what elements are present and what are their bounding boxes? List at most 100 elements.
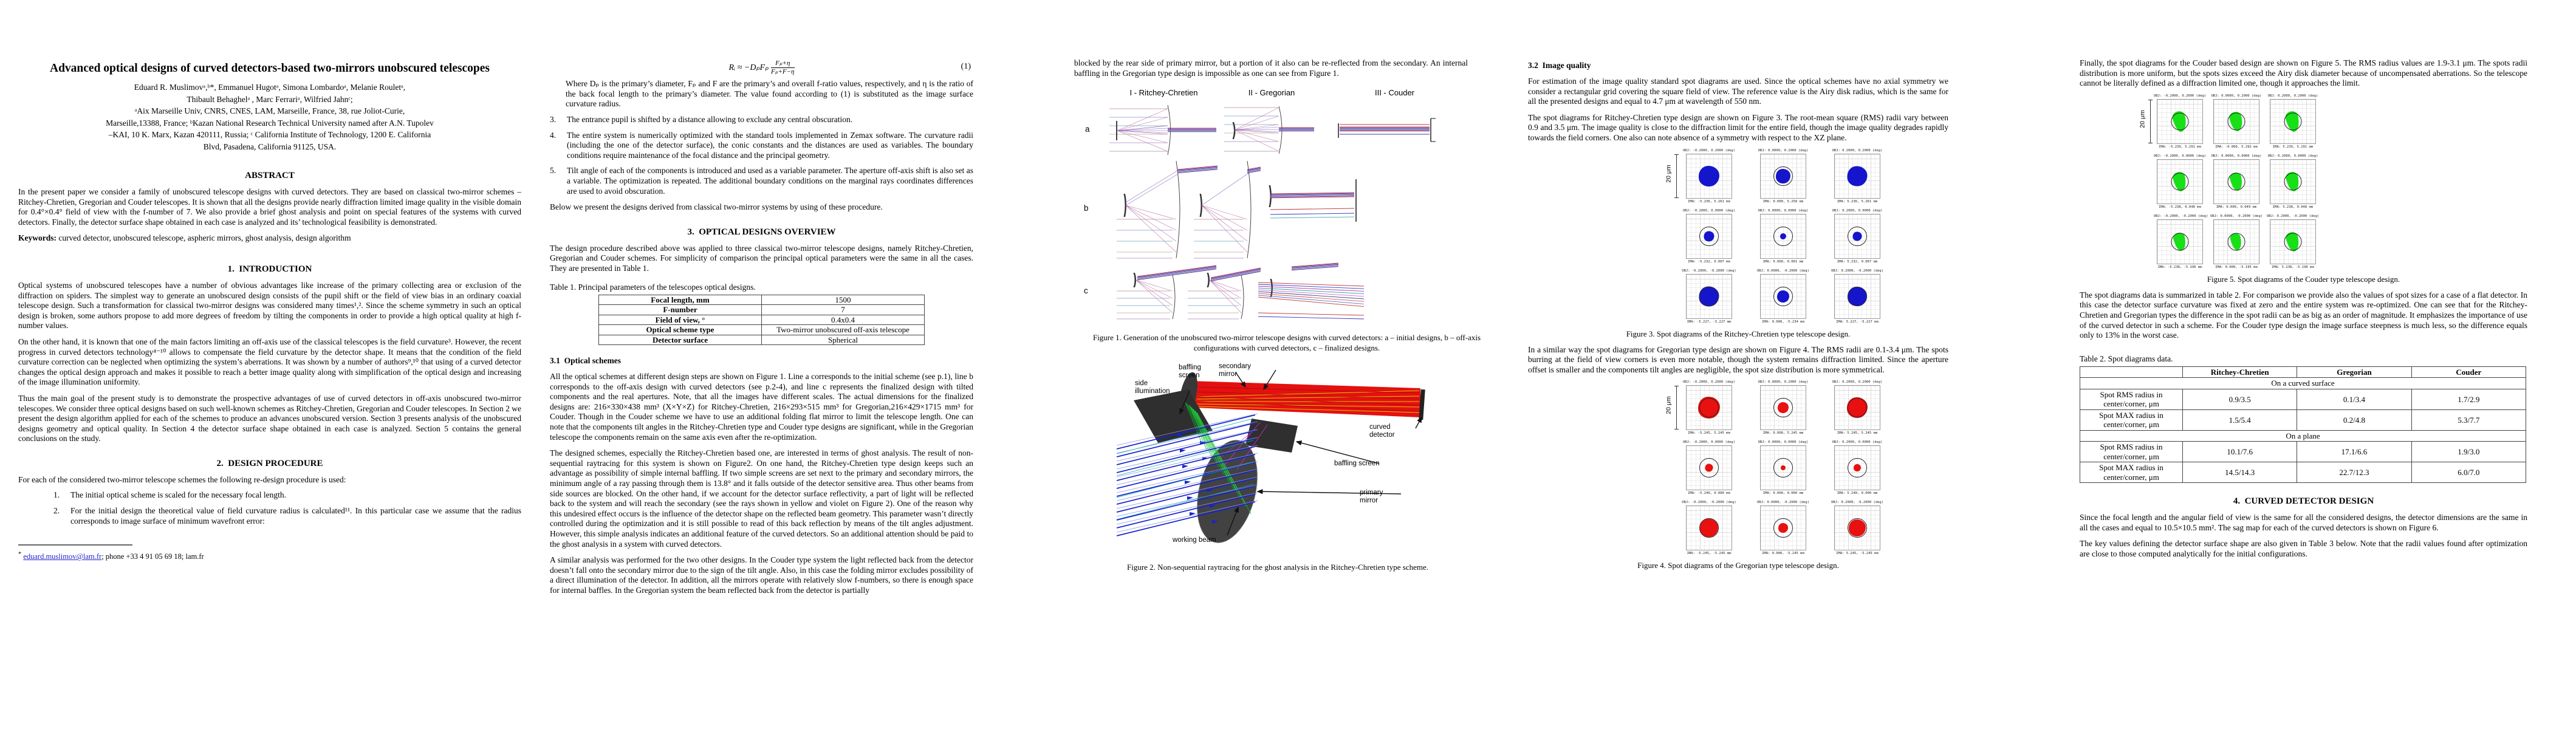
design-procedure-heading: 2. DESIGN PROCEDURE	[216, 458, 323, 468]
footnote-block: * eduard.muslimov@lam.fr; phone +33 4 91…	[18, 544, 521, 561]
paper-title: Advanced optical designs of curved detec…	[50, 62, 490, 75]
spot-obj-label: OBJ: 0.2000, -0.2000 (deg)	[1831, 269, 1884, 273]
figure1-row-label-b: b	[1084, 204, 1089, 213]
airy-disk-circle	[2284, 233, 2302, 251]
figure1-ray-diagram	[1194, 161, 1261, 259]
figure2-label-baffling-screen-1: baffling screen	[1179, 364, 1201, 380]
spot-diagram-row: OBJ: -0.2000, -0.2000 (deg) IMA: -5.245, …	[1680, 500, 1948, 556]
curved-detector-heading: 4. CURVED DETECTOR DESIGN	[2233, 496, 2374, 507]
design-step-item: 5. Tilt angle of each of the components i…	[550, 166, 973, 196]
spot-diagram-cell: OBJ: 0.2000, 0.2000 (deg) IMA: 5.239, 5.2…	[2267, 94, 2319, 149]
table-row: Spot RMS radius in center/corner, μm 10.…	[2080, 441, 2527, 463]
spot-obj-label: OBJ: 0.2000, -0.2000 (deg)	[2267, 214, 2320, 218]
overview-heading: 3. OPTICAL DESIGNS OVERVIEW	[687, 227, 836, 237]
figure1-ray-diagram	[1117, 161, 1218, 259]
page-4: 3.2 Image quality For estimation of the …	[1528, 0, 1948, 729]
spot-ima-label: IMA: -5.227, -5.227 mm	[1687, 320, 1732, 324]
airy-disk-circle	[1699, 286, 1719, 306]
airy-disk-circle	[2227, 112, 2245, 131]
spot-diagram-row: OBJ: -0.2000, 0.2000 (deg) IMA: -5.236, 5…	[1665, 148, 1948, 204]
spot-obj-label: OBJ: 0.2000, 0.2000 (deg)	[2267, 94, 2318, 98]
spot-ima-label: IMA: -5.245, -5.245 mm	[1687, 552, 1732, 556]
spot-diagram-row: OBJ: -0.2000, 0.2000 (deg) IMA: -5.239, 5…	[2139, 94, 2527, 149]
spot-diagram-cell: OBJ: -0.2000, -0.2000 (deg) IMA: -5.238, …	[2154, 214, 2208, 270]
spot-diagram-row: OBJ: -0.2000, 0.2000 (deg) IMA: -5.245, 5…	[1665, 380, 1948, 436]
spot-grid	[1760, 153, 1806, 199]
spot-grid	[1834, 505, 1880, 551]
table-span-row: On a plane	[2080, 430, 2526, 442]
spot-grid	[2157, 219, 2203, 264]
spot-diagram-cell: OBJ: 0.0000, 0.2000 (deg) IMA: -0.000, 5.…	[2210, 94, 2263, 149]
figure2-ghost-raytrace: baffling screen secondary mirror side il…	[1074, 363, 1499, 558]
scale-label: 20 μm	[2139, 110, 2146, 128]
curved-detector-paragraph-2: The key values defining the detector sur…	[2080, 539, 2527, 559]
spot-diagram-cell: OBJ: 0.0000, 0.2000 (deg) IMA: 0.000, 5.2…	[1754, 380, 1812, 436]
spot-grid	[1686, 445, 1732, 491]
figure2-label-primary-mirror: primary mirror	[1360, 489, 1383, 505]
spot-ima-label: IMA: 5.239, 5.291 mm	[2272, 145, 2314, 149]
table-row: Field of view, ° 0.4x0.4	[598, 314, 925, 326]
spot-grid	[1686, 273, 1732, 319]
spot-grid	[1686, 153, 1732, 199]
spot-diagram-row: OBJ: -0.2000, 0.0000 (deg) IMA: -5.240, 0…	[1680, 440, 1948, 496]
spot-diagram-cell: OBJ: 0.2000, -0.2000 (deg) IMA: 5.227, -5…	[1828, 269, 1886, 324]
page-1: Advanced optical designs of curved detec…	[18, 0, 521, 729]
spot-diagram-cell: OBJ: 0.0000, -0.2000 (deg) IMA: 0.000, -5…	[2210, 214, 2263, 270]
figure5-spot-diagrams-couder: OBJ: -0.2000, 0.2000 (deg) IMA: -5.239, 5…	[2139, 94, 2527, 270]
figure1-ray-diagram	[1109, 105, 1216, 156]
figure1-column-label: III - Couder	[1374, 88, 1415, 98]
table-row: Focal length, mm 1500	[598, 294, 925, 306]
spot-blob	[1847, 166, 1868, 187]
author-line: Eduard R. Muslimovᵃ,ᵇ*, Emmanuel Hugotᵃ,…	[134, 83, 406, 92]
spot-diagram-cell: OBJ: -0.2000, -0.2000 (deg) IMA: -5.227, …	[1680, 269, 1738, 324]
affiliation-line: Marseille,13388, France; ᵇKazan National…	[106, 118, 434, 128]
spot-ima-label: IMA: 0.000, -5.195 mm	[2215, 265, 2258, 269]
figure5-caption: Figure 5. Spot diagrams of the Couder ty…	[2207, 274, 2400, 284]
continuation-paragraph: blocked by the rear side of primary mirr…	[1074, 58, 1468, 78]
figure1-telescope-layouts: I - Ritchey-Chretien II - Gregorian III …	[1074, 87, 1499, 329]
table2: Ritchey-Chretien Gregorian Couder On a c…	[2080, 366, 2527, 484]
spot-ima-label: IMA: -5.238, -5.196 mm	[2157, 265, 2202, 269]
spot-ima-label: IMA: 5.227, -5.227 mm	[1836, 320, 1879, 324]
spot-ima-label: IMA: 5.238, 0.048 mm	[2272, 205, 2314, 209]
spot-grid	[1834, 153, 1880, 199]
spot-obj-label: OBJ: -0.2000, -0.2000 (deg)	[1682, 501, 1736, 505]
airy-disk-circle	[1699, 458, 1719, 478]
image-quality-paragraph-2: The spot diagrams for Ritchey-Chretien t…	[1528, 112, 1948, 142]
author-email-link[interactable]: eduard.muslimov@lam.fr	[23, 552, 102, 561]
spot-grid	[2157, 98, 2203, 144]
spot-diagram-cell: OBJ: 0.0000, 0.0000 (deg) IMA: 0.000, 0.0…	[2210, 154, 2263, 210]
schemes-paragraph-3: A similar analysis was performed for the…	[550, 555, 973, 595]
spot-obj-label: OBJ: 0.0000, -0.2000 (deg)	[2210, 214, 2263, 218]
spot-diagram-cell: OBJ: 0.2000, 0.0000 (deg) IMA: 5.240, 0.0…	[1828, 440, 1886, 496]
spot-ima-label: IMA: 5.240, 0.000 mm	[1837, 491, 1878, 496]
spot-summary-paragraph: The spot diagrams data is summarized in …	[2080, 290, 2527, 340]
equation-fraction: Fₚ+η Fₚ+F−η	[771, 60, 795, 75]
spot-grid	[1686, 385, 1732, 431]
airy-disk-circle	[1773, 286, 1793, 306]
intro-paragraph-3: Thus the main goal of the present study …	[18, 393, 521, 443]
below-paragraph: Below we present the designs derived fro…	[550, 202, 883, 212]
spot-grid	[1686, 213, 1732, 259]
spot-grid	[2213, 98, 2259, 144]
figure1-row-label-a: a	[1085, 125, 1090, 134]
keywords-text: curved detector, unobscured telescope, a…	[57, 233, 351, 243]
spot-grid	[1834, 385, 1880, 431]
airy-disk-circle	[1848, 518, 1867, 538]
image-quality-paragraph-1: For estimation of the image quality stan…	[1528, 77, 1948, 106]
spot-diagram-cell: OBJ: 0.2000, 0.2000 (deg) IMA: 5.245, 5.2…	[1828, 380, 1886, 436]
spot-diagram-row: OBJ: -0.2000, 0.0000 (deg) IMA: -5.238, 0…	[2154, 154, 2527, 210]
figure2-label-curved-detector: curved detector	[1369, 423, 1395, 439]
airy-disk-circle	[2284, 173, 2302, 191]
airy-disk-circle	[2227, 233, 2245, 251]
schemes-paragraph-1: All the optical schemes at different des…	[550, 372, 973, 442]
table-span-row: On a curved surface	[2080, 377, 2526, 389]
spot-obj-label: OBJ: -0.2000, 0.0000 (deg)	[1682, 440, 1736, 445]
abstract-heading: ABSTRACT	[245, 171, 295, 180]
spot-obj-label: OBJ: -0.2000, 0.0000 (deg)	[1682, 208, 1736, 213]
spot-diagram-cell: OBJ: -0.2000, 0.2000 (deg) IMA: -5.236, 5…	[1665, 148, 1738, 204]
spot-grid	[2270, 159, 2316, 204]
footnote-rest: ; phone +33 4 91 05 69 18; lam.fr	[101, 552, 204, 561]
overview-paragraph: The design procedure described above was…	[550, 243, 973, 273]
airy-disk-circle	[2171, 233, 2189, 251]
